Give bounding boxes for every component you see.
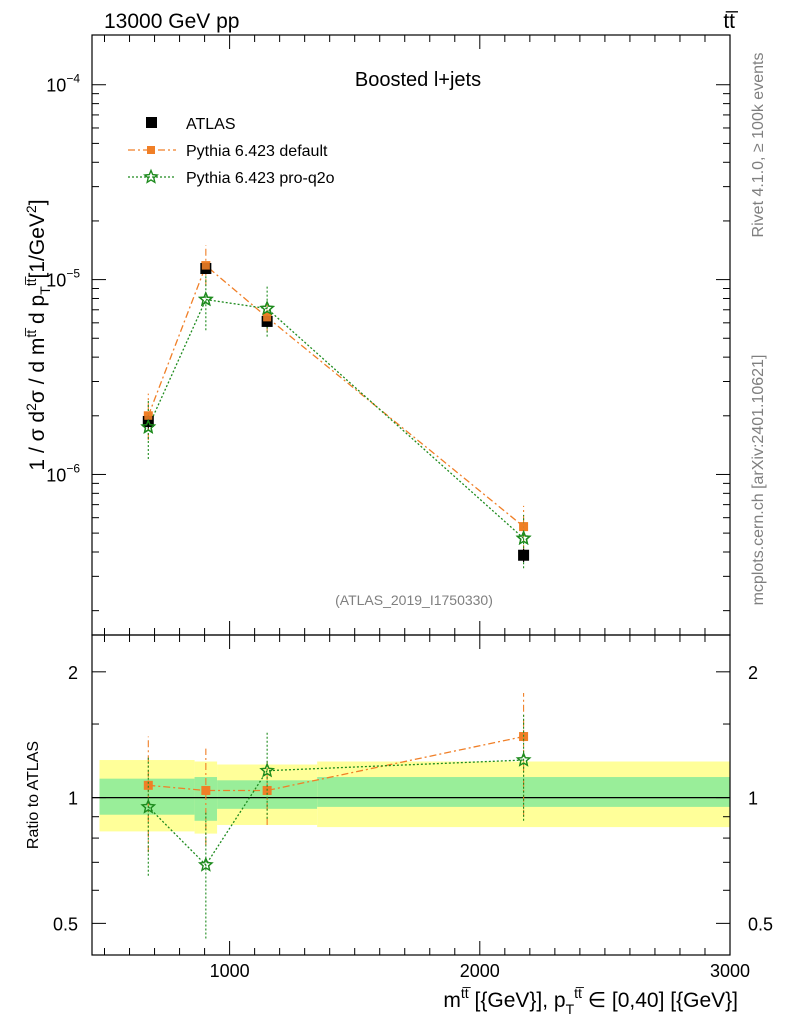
ratio-tick-label-left: 2 [68, 663, 78, 683]
x-tick-label: 2000 [460, 961, 500, 981]
y-axis-label: 1 / σ d2σ / d mtt̅ d pTtt̅[1/GeV2] [23, 199, 53, 470]
main-axis-ticks: 1000 2000 3000 10−6 10−5 10−4 [46, 35, 750, 981]
ratio-point [259, 762, 276, 778]
x-tick-label: 3000 [710, 961, 750, 981]
main-panel-series [140, 245, 532, 569]
header-energy-label: 13000 GeV pp [104, 10, 239, 33]
series-line-0 [147, 264, 524, 528]
series-point-overlay [263, 313, 272, 322]
series-line-1 [147, 298, 525, 539]
data-point [261, 315, 273, 327]
y-tick-label: 10−6 [46, 461, 80, 485]
legend-atlas-marker [146, 117, 157, 128]
series-point-overlay [144, 411, 153, 420]
ratio-point [515, 751, 532, 767]
y-tick-label: 10−5 [46, 267, 80, 291]
series-point-overlay [201, 261, 210, 270]
data-point [518, 549, 530, 561]
series-point-overlay [259, 300, 276, 316]
series-point-overlay [197, 291, 214, 307]
ratio-panel-series [140, 692, 532, 939]
analysis-id-label: (ATLAS_2019_I1750330) [335, 592, 493, 608]
ratio-tick-label-right: 2 [748, 663, 758, 683]
legend-star-shape [143, 168, 159, 184]
legend: ATLAS Pythia 6.423 default Pythia 6.423 … [128, 116, 335, 187]
ratio-axis-ticks: 0.5 0.5 1 1 2 2 [53, 663, 773, 935]
rivet-version-label: Rivet 4.1.0, ≥ 100k events [750, 53, 767, 238]
ratio-axis-label: Ratio to ATLAS [25, 741, 42, 849]
svg-text:mtt̅ [{GeV}], pTtt̅ ∈ [0,40] [: mtt̅ [{GeV}], pTtt̅ ∈ [0,40] [{GeV}] [443, 985, 738, 1017]
legend-atlas-label: ATLAS [186, 116, 236, 133]
svg-text:1 / σ d2σ / d mtt̅ d pTtt̅[1/G: 1 / σ d2σ / d mtt̅ d pTtt̅[1/GeV2] [23, 199, 53, 470]
ratio-tick-label-left: 1 [68, 789, 78, 809]
y-tick-label: 10−4 [46, 72, 80, 96]
ratio-point [197, 856, 214, 872]
ratio-tick-label-left: 0.5 [53, 914, 78, 934]
legend-default-label: Pythia 6.423 default [186, 143, 328, 160]
series-point-overlay [515, 529, 532, 546]
ratio-tick-label-right: 0.5 [748, 914, 773, 934]
legend-proq2o-marker [143, 168, 159, 184]
ratio-line-0 [148, 735, 524, 792]
legend-default-marker [147, 146, 155, 154]
x-tick-label: 1000 [210, 961, 250, 981]
ratio-tick-label-right: 1 [748, 789, 758, 809]
chart-title: Boosted l+jets [355, 69, 481, 91]
series-point-overlay [140, 418, 157, 434]
series-point-overlay [519, 522, 528, 531]
ratio-line-1 [147, 759, 524, 866]
legend-proq2o-label: Pythia 6.423 pro-q2o [186, 170, 335, 187]
ratio-uncertainty-bands [92, 760, 730, 834]
ratio-plot-frame [91, 634, 731, 956]
mcplots-source-label: mcplots.cern.ch [arXiv:2401.10621] [750, 355, 767, 606]
ratio-point [143, 780, 153, 790]
x-axis-label: mtt̅ [{GeV}], pTtt̅ ∈ [0,40] [{GeV}] [443, 985, 738, 1017]
ratio-point [140, 798, 157, 814]
ratio-point [201, 785, 211, 795]
header-process-label: tt̅ [723, 10, 739, 33]
